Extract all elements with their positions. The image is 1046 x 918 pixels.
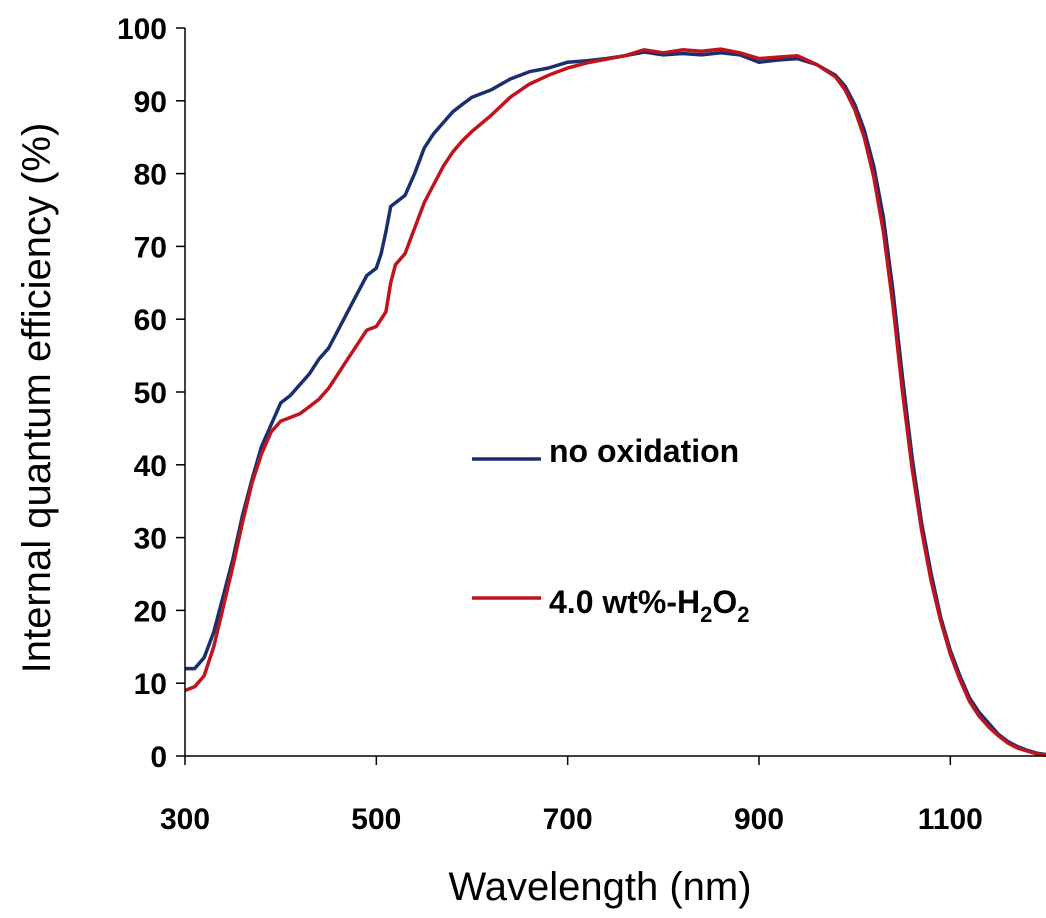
- y-ticks: 0 10 20 30 40 50 60 70 80 90 100: [117, 13, 185, 774]
- y-tick-label: 70: [134, 231, 167, 264]
- legend: no oxidation 4.0 wt%-H2O2: [472, 433, 750, 627]
- y-tick-label: 60: [134, 304, 167, 337]
- x-tick-label: 500: [351, 803, 401, 836]
- series-line-h2o2: [184, 47, 1046, 758]
- y-tick-label: 10: [134, 668, 167, 701]
- legend-label-no-oxidation: no oxidation: [549, 433, 739, 469]
- x-tick-label: 900: [734, 803, 784, 836]
- legend-label-h2o2-sub1: 2: [700, 602, 712, 627]
- y-tick-label: 100: [117, 13, 167, 46]
- x-ticks: 300 500 700 900 1100: [160, 756, 983, 836]
- legend-label-h2o2-sub2: 2: [737, 602, 749, 627]
- x-axis-title: Wavelength (nm): [448, 865, 751, 909]
- y-tick-label: 20: [134, 595, 167, 628]
- y-tick-label: 0: [150, 741, 167, 774]
- y-tick-label: 30: [134, 523, 167, 556]
- x-tick-label: 1100: [918, 803, 983, 836]
- y-tick-label: 50: [134, 377, 167, 410]
- y-tick-label: 90: [134, 86, 167, 119]
- legend-label-h2o2-main: 4.0 wt%-H: [549, 584, 700, 620]
- y-tick-label: 40: [134, 450, 167, 483]
- legend-label-h2o2-mid: O: [712, 584, 737, 620]
- plot-lines: [184, 47, 1046, 758]
- x-tick-label: 700: [543, 803, 593, 836]
- x-tick-label: 300: [160, 803, 210, 836]
- y-axis-title: Internal quantum efficiency (%): [15, 123, 59, 674]
- y-tick-label: 80: [134, 159, 167, 192]
- axes: [184, 28, 1046, 757]
- legend-label-h2o2: 4.0 wt%-H2O2: [549, 584, 750, 627]
